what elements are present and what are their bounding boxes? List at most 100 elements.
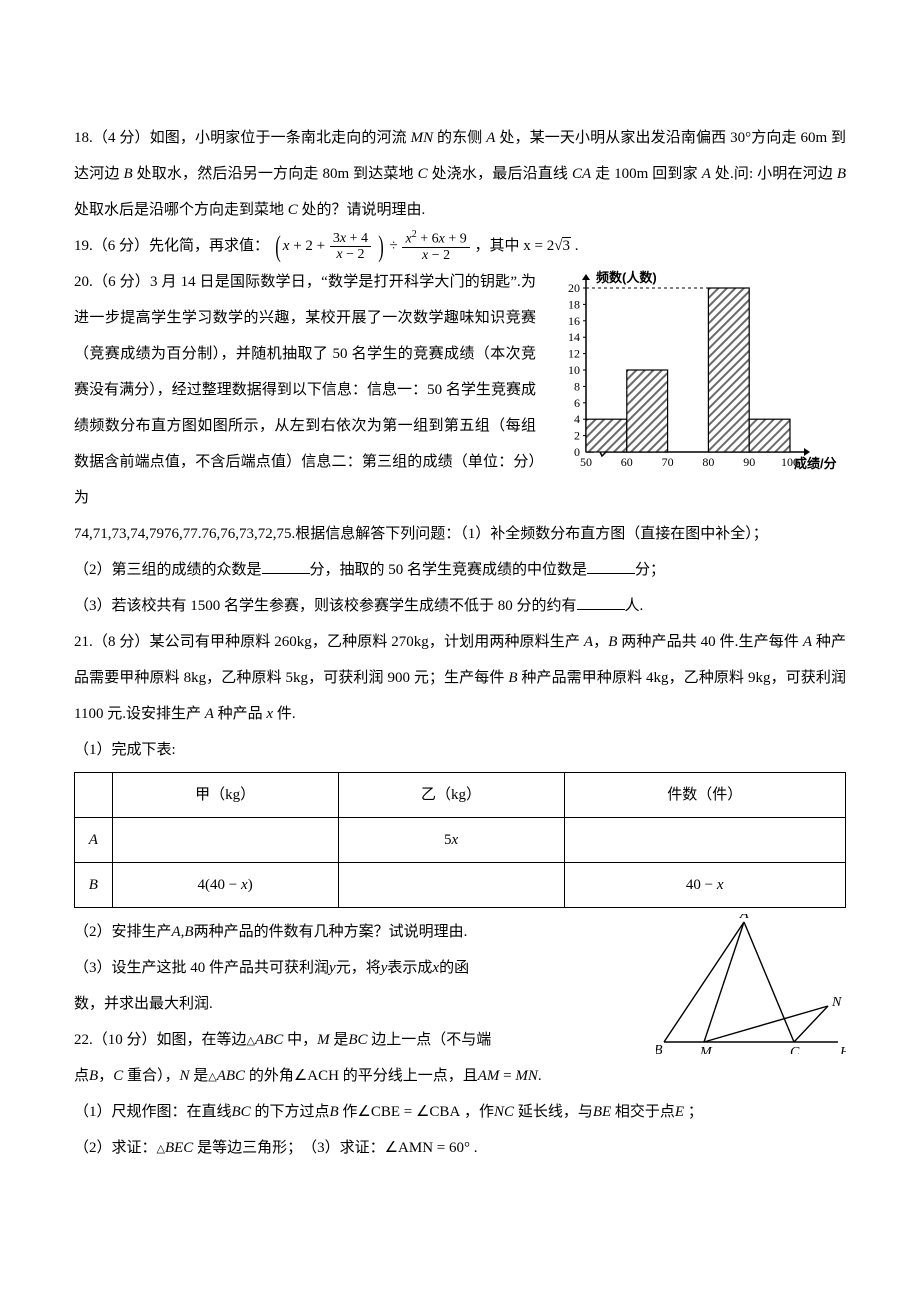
q20-head2: 74,71,73,74,7976,77.76,76,73,72,75.根据信息解…: [74, 516, 846, 552]
t: 处.问: 小明在河边: [715, 166, 833, 182]
t: 人.: [625, 598, 644, 614]
q19-expr: (x + 2 + 3x + 4x − 2 ) ÷ x2 + 6x + 9x − …: [273, 238, 475, 254]
v: ABC: [255, 1032, 283, 1048]
var-a2: A: [702, 166, 711, 182]
svg-text:50: 50: [580, 455, 592, 469]
svg-text:10: 10: [568, 363, 580, 377]
t: 两种产品共 40 件.生产每件: [621, 634, 799, 650]
svg-text:8: 8: [574, 379, 580, 393]
th: 甲（kg）: [112, 773, 338, 818]
svg-text:6: 6: [574, 396, 580, 410]
v: BC: [348, 1032, 367, 1048]
v: B: [508, 670, 517, 686]
td-blank[interactable]: [112, 818, 338, 863]
v: B: [89, 1068, 98, 1084]
v: BC: [232, 1104, 251, 1120]
eq: = 60°: [433, 1140, 470, 1156]
t: 分；: [635, 562, 665, 578]
v: x: [266, 706, 273, 722]
t: ；: [688, 1104, 703, 1120]
v: A,B: [172, 924, 194, 940]
t: （1）尺规作图：在直线: [74, 1104, 232, 1120]
td: B: [75, 863, 113, 908]
v: E: [675, 1104, 684, 1120]
t: 处取水后是沿哪个方向走到菜地: [74, 202, 284, 218]
t: ，: [593, 634, 608, 650]
var-b2: B: [837, 166, 846, 182]
blank-mode[interactable]: [262, 559, 310, 574]
v: B: [329, 1104, 338, 1120]
q18: 18.（4 分）如图，小明家位于一条南北走向的河流 MN 的东侧 A 处，某一天…: [74, 120, 846, 228]
t: （2）安排生产: [74, 924, 172, 940]
q20-head1: 20.（6 分）3 月 14 日是国际数学日，“数学是打开科学大门的钥匙”.为进…: [74, 264, 536, 516]
svg-text:H: H: [839, 1045, 846, 1054]
t: （2）第三组的成绩的众数是: [74, 562, 262, 578]
var-mn: MN: [411, 130, 434, 146]
t: （3）设生产这批 40 件产品共可获利润: [74, 960, 329, 976]
t: 重合），: [127, 1068, 180, 1084]
t: 作: [342, 1104, 357, 1120]
svg-text:C: C: [790, 1045, 800, 1054]
t: ，作: [464, 1104, 494, 1120]
t: 的函: [439, 960, 469, 976]
svg-text:14: 14: [568, 330, 580, 344]
t: .: [538, 1068, 542, 1084]
svg-text:18: 18: [568, 297, 580, 311]
v: NC: [494, 1104, 514, 1120]
t: 件.: [277, 706, 296, 722]
td-blank[interactable]: [564, 818, 846, 863]
td: 4(40 − x): [112, 863, 338, 908]
t: 种产品: [218, 706, 263, 722]
svg-text:16: 16: [568, 314, 580, 328]
t: 是等边三角形； （3）求证：: [197, 1140, 385, 1156]
v: MN: [515, 1068, 538, 1084]
svg-text:M: M: [699, 1045, 713, 1054]
v: A: [205, 706, 214, 722]
td: A: [75, 818, 113, 863]
q18-head: 18.（4 分）如图，小明家位于一条南北走向的河流: [74, 130, 407, 146]
blank-median[interactable]: [587, 559, 635, 574]
svg-text:4: 4: [574, 412, 580, 426]
q22-p1: （1）尺规作图：在直线BC 的下方过点B 作∠CBE = ∠CBA ，作NC 延…: [74, 1094, 846, 1130]
v: C: [113, 1068, 123, 1084]
q21-p3a: （3）设生产这批 40 件产品共可获利润y元，将y表示成x的函: [74, 950, 644, 986]
v: BEC: [165, 1140, 193, 1156]
svg-text:60: 60: [621, 455, 633, 469]
t: 边上一点（不与端: [371, 1032, 491, 1048]
blank-count[interactable]: [577, 595, 625, 610]
svg-text:80: 80: [702, 455, 714, 469]
t: 的东侧: [437, 130, 482, 146]
th: 乙（kg）: [338, 773, 564, 818]
var-b: B: [123, 166, 132, 182]
v: ABC: [217, 1068, 245, 1084]
t: 两种产品的件数有几种方案？试说明理由.: [194, 924, 468, 940]
var-c: C: [418, 166, 428, 182]
q19: 19.（6 分）先化简，再求值： (x + 2 + 3x + 4x − 2 ) …: [74, 228, 846, 264]
svg-text:2: 2: [574, 429, 580, 443]
t: 分，抽取的 50 名学生竞赛成绩的中位数是: [310, 562, 588, 578]
var-ca: CA: [572, 166, 591, 182]
th: 件数（件）: [564, 773, 846, 818]
svg-text:20: 20: [568, 281, 580, 295]
var-c2: C: [288, 202, 298, 218]
dot: .: [575, 238, 579, 254]
q19-head: 19.（6 分）先化简，再求值：: [74, 238, 269, 254]
sqrt3: 3: [562, 237, 571, 254]
eq: =: [400, 1104, 416, 1120]
q21-p3b: 数，并求出最大利润.: [74, 986, 644, 1022]
q22: 22.（10 分）如图，在等边△ABC 中，M 是BC 边上一点（不与端: [74, 1022, 644, 1058]
v: y: [329, 960, 336, 976]
v: A: [803, 634, 812, 650]
v: A: [584, 634, 593, 650]
td-blank[interactable]: [338, 863, 564, 908]
q20-p3: （3）若该校共有 1500 名学生参赛，则该校参赛学生成绩不低于 80 分的约有…: [74, 588, 846, 624]
t: 的下方过点: [254, 1104, 329, 1120]
t: ，其中: [474, 238, 519, 254]
xeq: x = 2: [523, 238, 554, 254]
q20-p2: （2）第三组的成绩的众数是 分，抽取的 50 名学生竞赛成绩的中位数是 分；: [74, 552, 846, 588]
eq: =: [499, 1068, 515, 1084]
t: 相交于点: [615, 1104, 675, 1120]
t: 处取水，然后沿另一方向走 80m 到达菜地: [137, 166, 414, 182]
t: 元，将: [336, 960, 381, 976]
q21-table: 甲（kg） 乙（kg） 件数（件） A 5x B 4(40 − x) 40 − …: [74, 772, 846, 908]
